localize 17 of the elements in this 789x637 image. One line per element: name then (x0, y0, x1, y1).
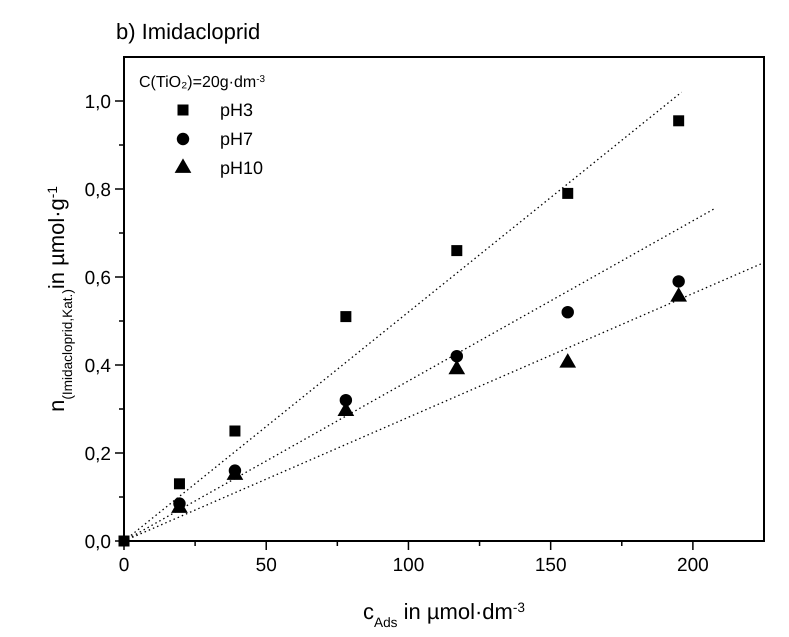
y-tick-label: 0,2 (84, 444, 111, 465)
x-axis-title: c$_{Ads}$ in µmol·dm$^{-3}$ (363, 599, 525, 630)
y-tick-label: 0,4 (84, 356, 112, 377)
x-tick-label: 100 (392, 555, 424, 576)
legend-label: pH10 (220, 158, 264, 178)
x-tick-label: 0 (118, 555, 130, 576)
y-tick-label: 0,6 (84, 268, 111, 289)
x-tick-label: 50 (256, 555, 277, 576)
y-tick-label: 1,0 (84, 92, 111, 113)
x-tick-label: 200 (677, 555, 709, 576)
legend-label: pH7 (220, 129, 254, 149)
x-tick-label: 150 (534, 555, 567, 576)
y-tick-label: 0,8 (84, 180, 111, 201)
chart-title: b) Imidacloprid (116, 19, 260, 44)
legend-label: pH3 (220, 100, 254, 120)
legend-title: C(TiO₂)=20g·dm$^{-3}$ (139, 74, 266, 91)
y-tick-label: 0,0 (84, 532, 111, 553)
